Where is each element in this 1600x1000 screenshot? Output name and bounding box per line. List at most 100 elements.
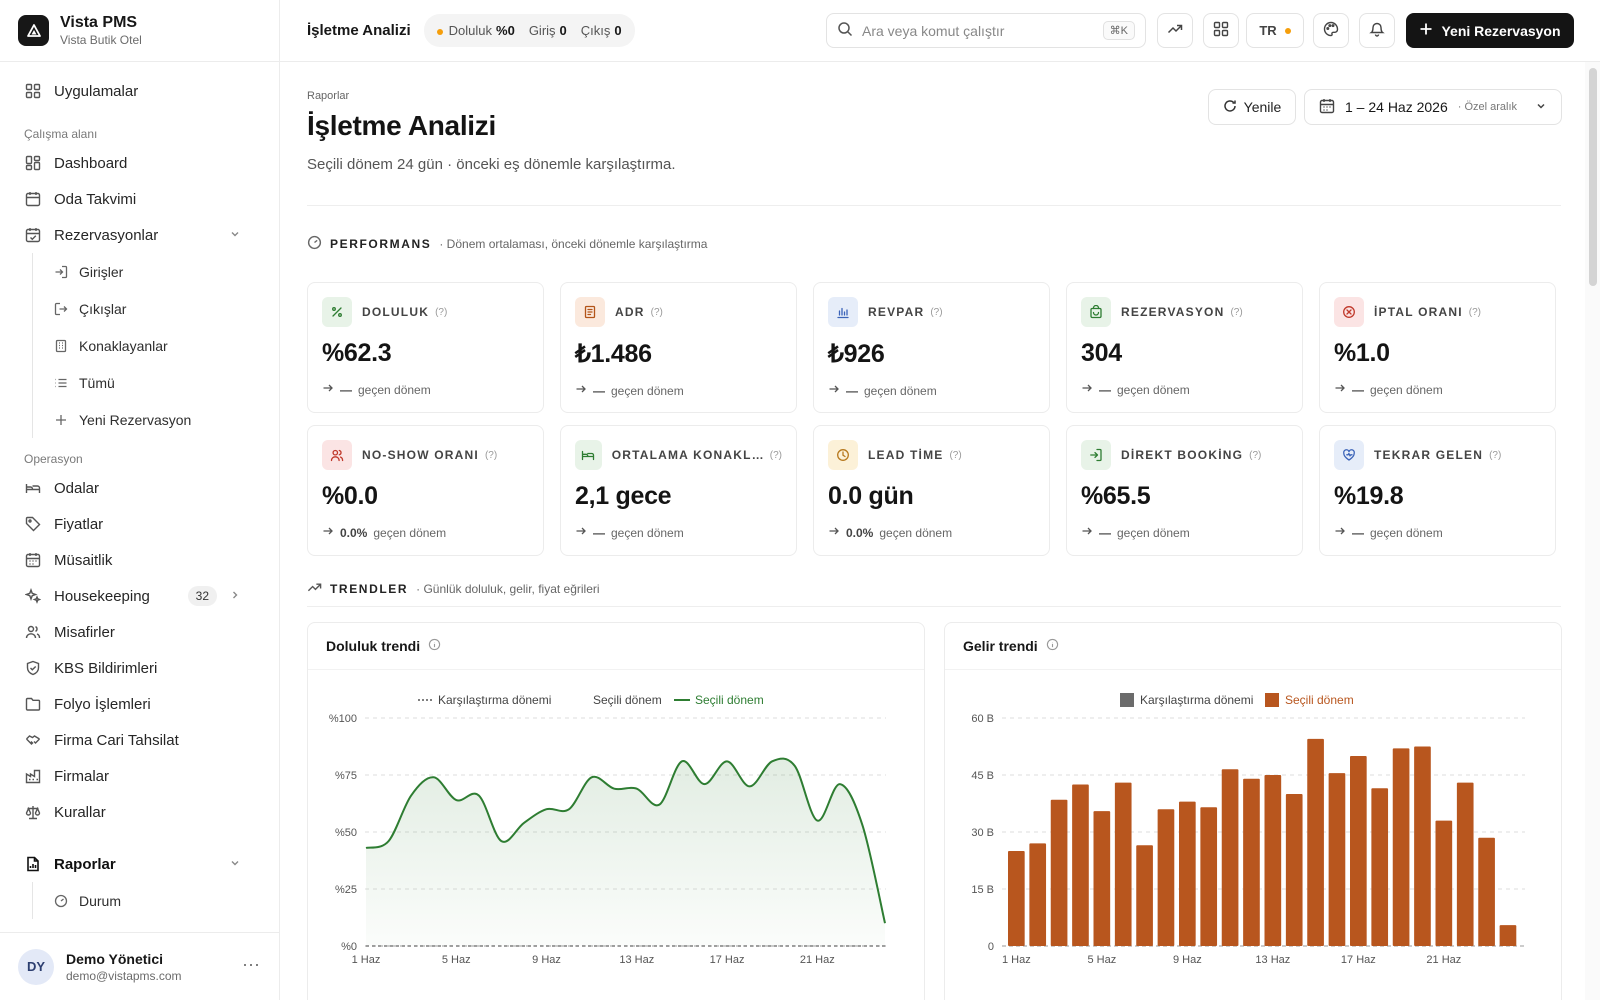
help-icon[interactable]: (?) <box>1489 449 1502 461</box>
sidebar-item-availability[interactable]: Müsaitlik <box>0 542 279 578</box>
sidebar-subitem-new-reservation[interactable]: Yeni Rezervasyon <box>33 401 279 438</box>
sidebar-item-reports[interactable]: Raporlar <box>0 846 279 882</box>
x-tick-label: 13 Haz <box>619 954 654 966</box>
arrow-right-icon <box>1334 382 1346 397</box>
sidebar-subitem-in-house[interactable]: Konaklayanlar <box>33 327 279 364</box>
refresh-button[interactable]: Yenile <box>1208 89 1296 125</box>
y-tick-label: %25 <box>335 884 357 896</box>
kpi-card[interactable]: NO-SHOW ORANI (?) %0.0 0.0% geçen dönem <box>307 425 544 556</box>
kpi-card[interactable]: ORTALAMA KONAKLAMA (?) 2,1 gece — geçen döne… <box>560 425 797 556</box>
sidebar-item-room-calendar[interactable]: Oda Takvimi <box>0 181 279 217</box>
sidebar-item-dashboard[interactable]: Dashboard <box>0 145 279 181</box>
kpi-card[interactable]: DOLULUK (?) %62.3 — geçen dönem <box>307 282 544 413</box>
help-icon[interactable]: (?) <box>1230 306 1243 318</box>
calendar-check-icon <box>24 226 42 244</box>
apps-button[interactable] <box>1203 13 1239 48</box>
sidebar-item-rooms[interactable]: Odalar <box>0 470 279 506</box>
help-icon[interactable]: (?) <box>769 449 782 461</box>
arrow-right-icon <box>322 525 334 540</box>
breadcrumb[interactable]: Raporlar <box>307 90 350 102</box>
help-icon[interactable]: (?) <box>1468 306 1481 318</box>
sidebar-item-folio[interactable]: Folyo İşlemleri <box>0 686 279 722</box>
housekeeping-count-badge: 32 <box>187 586 217 606</box>
sidebar-item-housekeeping[interactable]: Housekeeping 32 <box>0 578 279 614</box>
sidebar-item-label: Folyo İşlemleri <box>54 695 151 713</box>
language-selector[interactable]: TR <box>1246 13 1304 48</box>
kpi-comparison: — geçen dönem <box>575 525 782 540</box>
theme-button[interactable] <box>1313 13 1349 48</box>
kpi-label: NO-SHOW ORANI <box>362 448 479 462</box>
chevron-down-icon[interactable] <box>229 856 241 873</box>
plus-icon <box>1419 22 1433 39</box>
sidebar-item-companies[interactable]: Firmalar <box>0 758 279 794</box>
kpi-delta: — <box>1099 525 1111 540</box>
y-tick-label: %75 <box>335 770 357 782</box>
sidebar-item-company-collections[interactable]: Firma Cari Tahsilat <box>0 722 279 758</box>
kpi-label: TEKRAR GELEN <box>1374 448 1484 462</box>
info-icon[interactable] <box>1046 638 1059 654</box>
shield-icon <box>24 659 42 677</box>
arrow-right-icon <box>1081 525 1093 540</box>
info-icon[interactable] <box>428 638 441 654</box>
kpi-card[interactable]: REVPAR (?) ₺926 — geçen dönem <box>813 282 1050 413</box>
help-icon[interactable]: (?) <box>650 306 663 318</box>
kpi-card[interactable]: REZERVASYON (?) 304 — geçen dönem <box>1066 282 1303 413</box>
scrollbar-track[interactable] <box>1585 62 1600 1000</box>
sidebar-item-guests[interactable]: Misafirler <box>0 614 279 650</box>
sidebar-item-reservations[interactable]: Rezervasyonlar <box>0 217 279 253</box>
help-icon[interactable]: (?) <box>930 306 943 318</box>
search-input[interactable] <box>862 22 1094 39</box>
occupancy-trend-chart: %0 %25 %50 %75 %100 Karşılaştırma dönemi Seçil… <box>329 693 886 966</box>
scrollbar-thumb[interactable] <box>1589 68 1597 286</box>
trend-button[interactable] <box>1157 13 1193 48</box>
kpi-comparison: — geçen dönem <box>1081 382 1288 397</box>
help-icon[interactable]: (?) <box>1249 449 1262 461</box>
sidebar-subitem-checkouts[interactable]: Çıkışlar <box>33 290 279 327</box>
arrow-right-icon <box>1334 525 1346 540</box>
kpi-card[interactable]: ADR (?) ₺1.486 — geçen dönem <box>560 282 797 413</box>
bar-chart-icon <box>828 297 858 327</box>
brand[interactable]: Vista PMS Vista Butik Otel <box>0 0 279 62</box>
kpi-value: %1.0 <box>1334 339 1390 367</box>
kpi-comparison: — geçen dönem <box>828 383 1035 398</box>
help-icon[interactable]: (?) <box>435 306 448 318</box>
more-options-icon[interactable]: ⋯ <box>242 955 261 975</box>
kpi-comparison: — geçen dönem <box>1334 525 1541 540</box>
revenue-bar <box>1179 801 1196 946</box>
calendar-grid-icon <box>24 551 42 569</box>
notifications-button[interactable] <box>1359 13 1395 48</box>
kpi-compare-label: geçen dönem <box>611 383 684 398</box>
folder-icon <box>24 695 42 713</box>
kpi-card-header: LEAD TİME (?) <box>828 440 1035 470</box>
sidebar-subitem-checkins[interactable]: Girişler <box>33 253 279 290</box>
bag-icon <box>1081 297 1111 327</box>
checkout-stat: Çıkış 0 <box>580 23 622 38</box>
new-reservation-label: Yeni Rezervasyon <box>1441 22 1561 39</box>
kpi-card[interactable]: TEKRAR GELEN (?) %19.8 — geçen dönem <box>1319 425 1556 556</box>
sidebar-item-kbs[interactable]: KBS Bildirimleri <box>0 650 279 686</box>
help-icon[interactable]: (?) <box>949 449 962 461</box>
bell-icon <box>1369 21 1385 40</box>
chevron-down-icon[interactable] <box>229 227 241 244</box>
kpi-delta: — <box>1352 525 1364 540</box>
sidebar-subitem-all[interactable]: Tümü <box>33 364 279 401</box>
kpi-delta: — <box>593 383 605 398</box>
report-icon <box>24 855 42 873</box>
new-reservation-button[interactable]: Yeni Rezervasyon <box>1406 13 1574 48</box>
kpi-card[interactable]: LEAD TİME (?) 0.0 gün 0.0% geçen dönem <box>813 425 1050 556</box>
kpi-label: REZERVASYON <box>1121 305 1225 319</box>
sidebar-item-apps[interactable]: Uygulamalar <box>0 73 279 109</box>
user-profile[interactable]: DY Demo Yönetici demo@vistapms.com ⋯ <box>0 932 279 1000</box>
command-search[interactable]: ⌘K <box>826 13 1146 48</box>
date-range-picker[interactable]: 1 – 24 Haz 2026 · Özel aralık <box>1304 89 1562 125</box>
sidebar-subitem-status[interactable]: Durum <box>33 882 279 919</box>
chevron-right-icon[interactable] <box>229 588 241 605</box>
brand-logo-icon <box>18 15 49 46</box>
sidebar-item-rules[interactable]: Kurallar <box>0 794 279 830</box>
kpi-card[interactable]: DİREKT BOOKİNG (?) %65.5 — geçen dönem <box>1066 425 1303 556</box>
kpi-card[interactable]: İPTAL ORANI (?) %1.0 — geçen dönem <box>1319 282 1556 413</box>
help-icon[interactable]: (?) <box>484 449 498 461</box>
brand-name: Vista PMS <box>60 14 138 31</box>
sidebar-item-prices[interactable]: Fiyatlar <box>0 506 279 542</box>
kpi-comparison: — geçen dönem <box>1334 382 1541 397</box>
